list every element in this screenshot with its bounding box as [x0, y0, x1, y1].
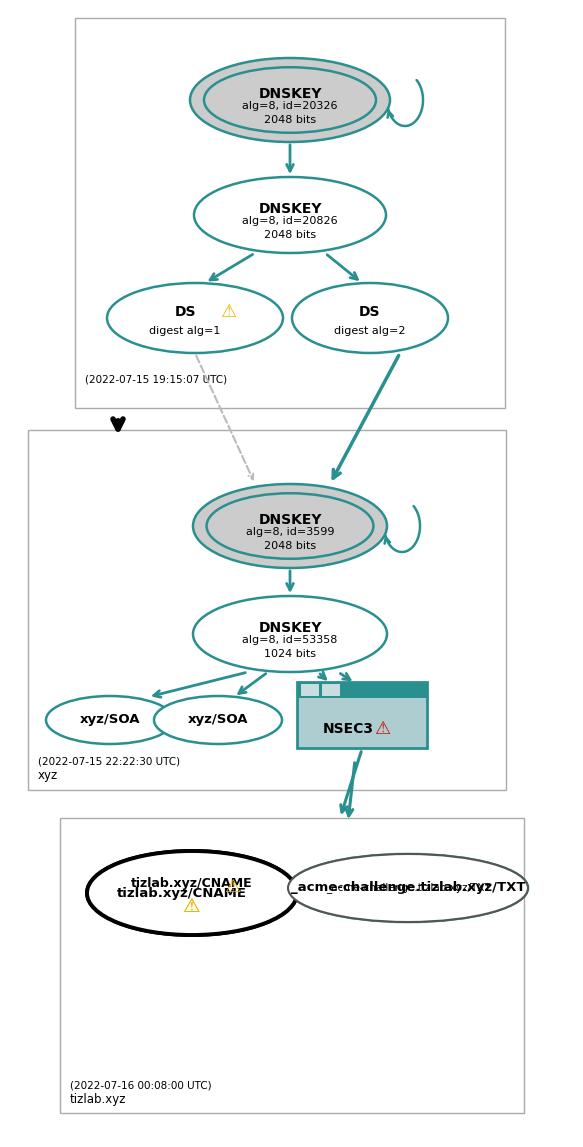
- Ellipse shape: [194, 177, 386, 253]
- FancyBboxPatch shape: [60, 818, 524, 1113]
- Text: alg=8, id=20326
2048 bits: alg=8, id=20326 2048 bits: [243, 101, 338, 125]
- Text: digest alg=2: digest alg=2: [334, 326, 406, 336]
- Ellipse shape: [288, 855, 528, 922]
- FancyBboxPatch shape: [28, 430, 506, 790]
- Text: ⚠: ⚠: [183, 897, 201, 916]
- Text: alg=8, id=53358
1024 bits: alg=8, id=53358 1024 bits: [243, 635, 338, 658]
- Text: alg=8, id=3599
2048 bits: alg=8, id=3599 2048 bits: [246, 528, 334, 551]
- Text: tizlab.xyz/CNAME: tizlab.xyz/CNAME: [117, 887, 247, 899]
- Ellipse shape: [193, 596, 387, 672]
- Text: ⚠: ⚠: [224, 877, 240, 896]
- FancyBboxPatch shape: [301, 684, 319, 696]
- Ellipse shape: [292, 283, 448, 353]
- Text: NSEC3: NSEC3: [322, 721, 374, 736]
- Ellipse shape: [288, 855, 528, 922]
- FancyBboxPatch shape: [297, 682, 427, 748]
- Text: xyz: xyz: [38, 770, 58, 782]
- Text: xyz/SOA: xyz/SOA: [80, 713, 141, 726]
- Ellipse shape: [46, 696, 174, 744]
- Ellipse shape: [87, 851, 297, 935]
- Text: alg=8, id=20826
2048 bits: alg=8, id=20826 2048 bits: [242, 217, 338, 240]
- Text: DNSKEY: DNSKEY: [258, 87, 322, 101]
- Text: (2022-07-15 22:22:30 UTC): (2022-07-15 22:22:30 UTC): [38, 757, 180, 767]
- Text: DNSKEY: DNSKEY: [258, 513, 322, 526]
- Ellipse shape: [190, 58, 390, 142]
- Text: _acme-challenge.tizlab.xyz/TXT: _acme-challenge.tizlab.xyz/TXT: [326, 882, 490, 894]
- Ellipse shape: [206, 493, 374, 559]
- Text: (2022-07-15 19:15:07 UTC): (2022-07-15 19:15:07 UTC): [85, 375, 227, 385]
- Ellipse shape: [154, 696, 282, 744]
- Text: DNSKEY: DNSKEY: [258, 202, 322, 216]
- FancyBboxPatch shape: [75, 18, 505, 408]
- Text: tizlab.xyz/CNAME: tizlab.xyz/CNAME: [131, 877, 253, 890]
- Text: DS: DS: [359, 305, 381, 319]
- Text: _acme-challenge.tizlab.xyz/TXT: _acme-challenge.tizlab.xyz/TXT: [291, 882, 525, 895]
- Text: tizlab.xyz: tizlab.xyz: [70, 1092, 127, 1106]
- Ellipse shape: [107, 283, 283, 353]
- Text: ⚠: ⚠: [220, 303, 237, 321]
- FancyBboxPatch shape: [297, 682, 427, 699]
- FancyBboxPatch shape: [322, 684, 340, 696]
- Text: digest alg=1: digest alg=1: [149, 326, 221, 336]
- Text: DS: DS: [174, 305, 196, 319]
- Text: xyz/SOA: xyz/SOA: [188, 713, 248, 726]
- Text: (2022-07-16 00:08:00 UTC): (2022-07-16 00:08:00 UTC): [70, 1080, 212, 1090]
- Ellipse shape: [193, 484, 387, 568]
- Ellipse shape: [204, 68, 376, 133]
- Text: ⚠: ⚠: [374, 720, 390, 738]
- Ellipse shape: [87, 851, 297, 935]
- Text: ⚠: ⚠: [183, 897, 201, 915]
- Text: DNSKEY: DNSKEY: [258, 621, 322, 635]
